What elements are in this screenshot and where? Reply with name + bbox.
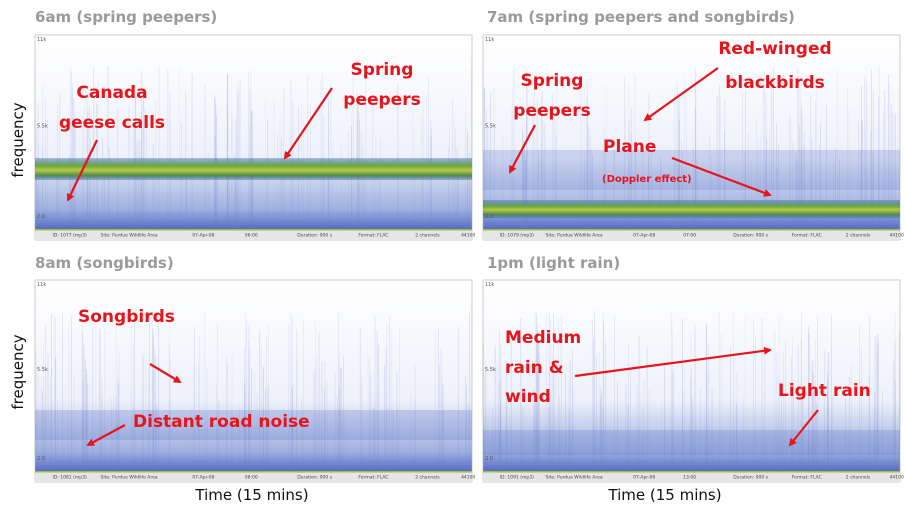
footer-text: Format: FLAC <box>792 475 822 481</box>
tick-label: 2.0 <box>37 214 45 220</box>
footer-text: 08:00 <box>245 475 258 481</box>
annotation: Distant road noise <box>133 412 310 432</box>
footer-text: Site: Purdue Wildlife Area <box>546 475 603 481</box>
footer-text: 44100 <box>461 475 475 481</box>
footer-text: Format: FLAC <box>358 233 388 239</box>
footer-text: 44100 <box>890 233 904 239</box>
footer-text: Format: FLAC <box>792 233 822 239</box>
tick-label: 11k <box>485 37 494 43</box>
footer-strip <box>483 472 900 482</box>
signal-band <box>35 158 472 180</box>
arrow <box>509 124 536 174</box>
footer-line <box>35 471 472 473</box>
footer-text: 44100 <box>461 233 475 239</box>
footer-text: Duration: 900 s <box>297 233 333 239</box>
footer-text: 06:00 <box>245 233 258 239</box>
footer-text: 44100 <box>890 475 904 481</box>
tick-label: 2.0 <box>485 456 493 462</box>
footer-text: Site: Purdue Wildlife Area <box>101 475 158 481</box>
spectrogram-bg <box>482 279 901 483</box>
x-axis-label: Time (15 mins) <box>194 486 308 504</box>
tick-label: 5.5k <box>37 123 48 129</box>
arrow <box>671 156 772 197</box>
signal-band <box>483 200 900 218</box>
footer-text: ID: 1081 (mp3) <box>52 475 86 481</box>
footer-text: 07-Apr-08 <box>633 233 655 239</box>
footer-text: 2 channels <box>846 475 871 481</box>
annotation: Medium <box>505 328 581 348</box>
footer-text: 2 channels <box>415 233 440 239</box>
annotation: Spring <box>521 71 584 91</box>
tick-label: 5.5k <box>37 367 48 373</box>
annotation: rain & <box>505 358 564 378</box>
spectrogram-bg <box>34 279 473 483</box>
annotation: geese calls <box>59 113 165 133</box>
tick-label: 5.5k <box>485 123 496 129</box>
panel-title: 6am (spring peepers) <box>35 8 217 26</box>
footer-text: Duration: 900 s <box>733 475 769 481</box>
footer-line <box>35 229 472 231</box>
footer-text: ID: 1091 (mp3) <box>500 475 534 481</box>
annotation: peepers <box>343 90 420 110</box>
annotation: Canada <box>76 83 147 103</box>
annotation: blackbirds <box>725 73 825 93</box>
spectrogram-bg <box>34 34 473 241</box>
arrow <box>574 346 772 378</box>
annotation: (Doppler effect) <box>602 174 692 185</box>
noise-band <box>483 430 900 455</box>
tick-label: 11k <box>37 282 46 288</box>
y-axis-label: frequency <box>9 334 27 409</box>
annotation: Spring <box>351 60 414 80</box>
footer-text: 07-Apr-08 <box>192 233 214 239</box>
tick-label: 2.0 <box>37 456 45 462</box>
panel-title: 7am (spring peepers and songbirds) <box>487 8 795 26</box>
tick-label: 11k <box>485 282 494 288</box>
footer-text: 07-Apr-08 <box>192 475 214 481</box>
annotation: Plane <box>603 137 656 157</box>
spectrogram: 11k 5.5k 2.0 ID: 1079 (mp3) Site: Purdue Wil… <box>482 34 904 241</box>
footer-text: Format: FLAC <box>358 475 388 481</box>
spectrogram: 11k 5.5k 2.0 ID: 1081 (mp3) Site: Purdue Wil… <box>34 279 476 483</box>
annotation: wind <box>505 387 551 407</box>
tick-label: 5.5k <box>485 367 496 373</box>
footer-line <box>483 229 900 231</box>
arrow <box>643 67 719 122</box>
annotation: Red-winged <box>718 39 831 59</box>
annotation: Songbirds <box>78 307 175 327</box>
annotation: Light rain <box>778 381 871 401</box>
tick-label: 11k <box>37 37 46 43</box>
footer-line <box>483 471 900 473</box>
panel-title: 1pm (light rain) <box>487 254 620 272</box>
arrow <box>149 363 182 384</box>
panel-title: 8am (songbirds) <box>35 254 174 272</box>
footer-text: 07-Apr-08 <box>633 475 655 481</box>
footer-text: Duration: 900 s <box>733 233 769 239</box>
footer-text: ID: 1079 (mp3) <box>500 233 534 239</box>
tick-label: 2.0 <box>485 214 493 220</box>
footer-text: Site: Purdue Wildlife Area <box>101 233 158 239</box>
footer-strip <box>483 230 900 240</box>
y-axis-label: frequency <box>9 102 27 177</box>
footer-text: 07:00 <box>683 233 696 239</box>
arrow <box>788 409 819 447</box>
footer-strip <box>35 472 472 482</box>
footer-text: 13:00 <box>683 475 696 481</box>
noise-band <box>483 150 900 190</box>
spectrogram: 11k 5.5k 2.0 ID: 1091 (mp3) Site: Purdue Wil… <box>482 279 904 483</box>
footer-text: Site: Purdue Wildlife Area <box>546 233 603 239</box>
spectrogram: 11k 5.5k 2.0 ID: 1077 (mp3) Site: Purdue Wil… <box>34 34 476 241</box>
x-axis-label: Time (15 mins) <box>607 486 721 504</box>
footer-text: 2 channels <box>846 233 871 239</box>
footer-strip <box>35 230 472 240</box>
footer-text: ID: 1077 (mp3) <box>52 233 86 239</box>
footer-text: 2 channels <box>415 475 440 481</box>
footer-text: Duration: 900 s <box>297 475 333 481</box>
arrow <box>283 87 333 160</box>
annotation: peepers <box>513 101 590 121</box>
arrow <box>67 139 98 202</box>
arrow <box>86 424 126 446</box>
